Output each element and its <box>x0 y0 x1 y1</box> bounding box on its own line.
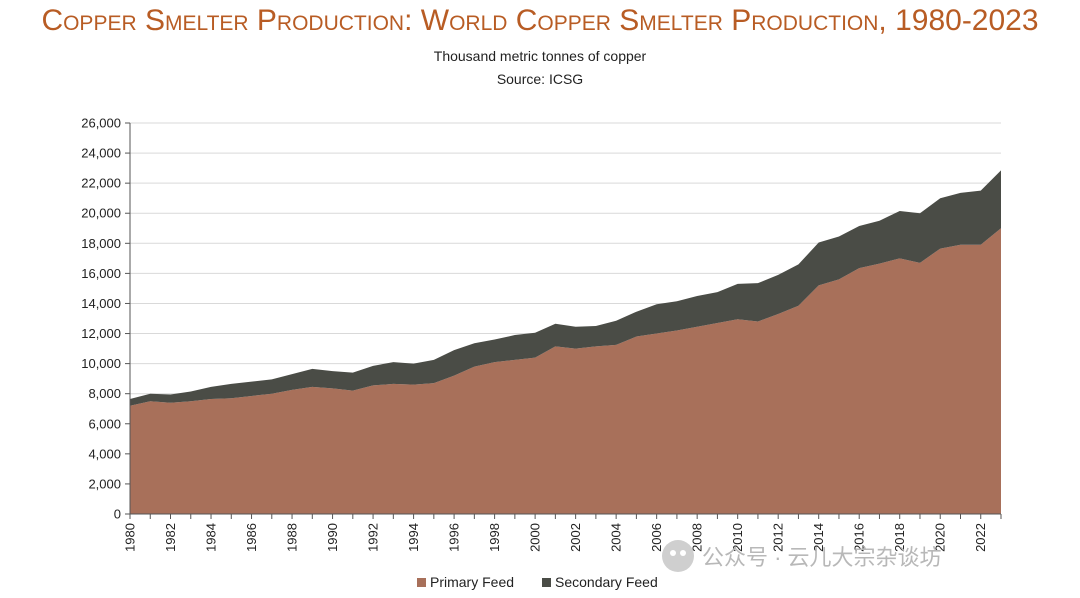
chart-subtitle: Thousand metric tonnes of copper <box>433 48 647 64</box>
x-tick-label: 2008 <box>690 523 705 552</box>
legend-swatch <box>417 578 426 587</box>
y-tick-label: 8,000 <box>88 386 121 401</box>
legend: Primary Feed Secondary Feed <box>417 574 658 590</box>
x-tick-label: 1998 <box>487 523 502 552</box>
y-tick-label: 6,000 <box>88 416 121 431</box>
y-tick-label: 24,000 <box>81 146 121 161</box>
x-tick-label: 1982 <box>163 523 178 552</box>
y-tick-label: 12,000 <box>81 326 121 341</box>
x-tick-label: 2004 <box>609 523 624 552</box>
area-primary-feed <box>130 228 1001 514</box>
x-tick-label: 2006 <box>649 523 664 552</box>
watermark: 公众号 · 云儿大宗杂谈坊 <box>662 536 1042 576</box>
y-tick-label: 16,000 <box>81 266 121 281</box>
x-axis-ticks: 1980 1982 1984 1986 1988 1990 1992 1994 1996 1998… <box>123 514 1002 552</box>
x-tick-label: 2018 <box>892 523 907 552</box>
x-tick-label: 2002 <box>568 523 583 552</box>
x-tick-label: 1984 <box>204 523 219 552</box>
y-tick-label: 18,000 <box>81 236 121 251</box>
y-tick-label: 0 <box>114 507 121 522</box>
y-tick-label: 2,000 <box>88 476 121 491</box>
y-tick-label: 20,000 <box>81 206 121 221</box>
y-tick-label: 26,000 <box>81 116 121 131</box>
area-series <box>130 170 1001 514</box>
y-tick-label: 14,000 <box>81 296 121 311</box>
x-tick-label: 1994 <box>406 523 421 552</box>
x-tick-label: 2010 <box>730 523 745 552</box>
y-tick-label: 22,000 <box>81 176 121 191</box>
x-tick-label: 1986 <box>244 523 259 552</box>
chart-title: Copper Smelter Production: World Copper … <box>41 4 1039 37</box>
wechat-icon <box>662 540 694 572</box>
legend-label: Secondary Feed <box>555 574 658 590</box>
x-tick-label: 2014 <box>811 523 826 552</box>
y-tick-label: 4,000 <box>88 446 121 461</box>
x-tick-label: 1996 <box>447 523 462 552</box>
x-tick-label: 1992 <box>366 523 381 552</box>
x-tick-label: 2000 <box>528 523 543 552</box>
watermark-text: 公众号 · 云儿大宗杂谈坊 <box>702 545 942 570</box>
x-tick-label: 2016 <box>852 523 867 552</box>
legend-swatch <box>542 578 551 587</box>
x-tick-label: 1980 <box>123 523 138 552</box>
x-tick-label: 1990 <box>325 523 340 552</box>
legend-label: Primary Feed <box>430 574 514 590</box>
axes <box>129 123 1001 515</box>
chart-source: Source: ICSG <box>496 71 584 87</box>
x-tick-label: 1988 <box>285 523 300 552</box>
y-tick-label: 10,000 <box>81 356 121 371</box>
x-tick-label: 2012 <box>771 523 786 552</box>
x-tick-label: 2020 <box>933 523 948 552</box>
y-axis-ticks: 0 2,000 4,000 6,000 8,000 10,000 12,000 14,000 1… <box>81 116 130 522</box>
x-tick-label: 2022 <box>973 523 988 552</box>
